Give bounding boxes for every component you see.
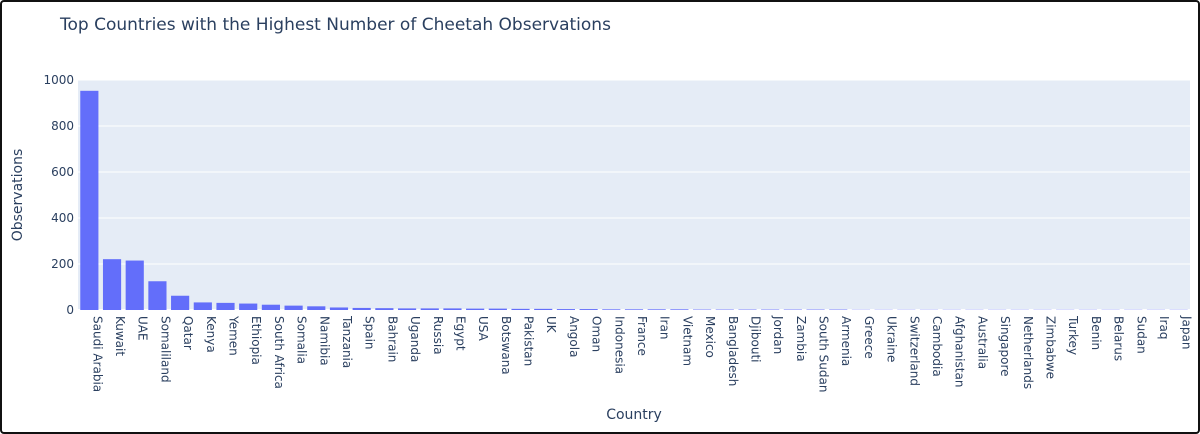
x-tick-label: Egypt [453, 316, 467, 351]
bar[interactable] [148, 281, 167, 310]
x-tick-label: Namibia [317, 316, 331, 366]
bar[interactable] [511, 308, 530, 310]
bar[interactable] [443, 308, 462, 310]
x-tick-label: Yemen [227, 315, 241, 356]
x-tick-label: Afghanistan [953, 316, 967, 387]
bar[interactable] [624, 309, 644, 310]
x-tick-label: Japan [1180, 315, 1194, 349]
bar[interactable] [420, 308, 439, 310]
bar[interactable] [80, 90, 99, 310]
x-tick-label: Cambodia [930, 316, 944, 377]
x-axis-ticks: Saudi Arabia Kuwait UAE Somaliland Qatar Keny… [90, 315, 1193, 393]
x-tick-label: Vietnam [680, 316, 694, 366]
bar[interactable] [307, 306, 326, 310]
y-axis-title: Observations [10, 149, 26, 242]
bar[interactable] [171, 295, 190, 310]
y-tick-label: 200 [51, 257, 74, 271]
y-tick-label: 600 [51, 165, 74, 179]
chart-title: Top Countries with the Highest Number of… [59, 15, 611, 35]
x-tick-label: Iran [658, 316, 672, 339]
bar[interactable] [556, 309, 575, 310]
y-tick-label: 400 [51, 211, 74, 225]
x-tick-label: Zimbabwe [1043, 316, 1057, 379]
x-tick-label: Ethiopia [249, 316, 263, 365]
bar[interactable] [602, 309, 621, 310]
x-tick-label: Turkey [1066, 315, 1080, 355]
x-tick-label: Somaliland [158, 316, 172, 383]
x-tick-label: France [635, 316, 649, 356]
x-tick-label: Iraq [1157, 316, 1171, 339]
x-tick-label: Oman [590, 316, 604, 352]
x-tick-label: Saudi Arabia [90, 316, 104, 392]
y-tick-label: 800 [51, 119, 74, 133]
y-tick-label: 1000 [43, 73, 74, 87]
x-tick-label: Switzerland [907, 316, 921, 386]
x-tick-label: Zambia [794, 316, 808, 362]
x-tick-label: Sudan [1134, 316, 1148, 354]
x-tick-label: Bangladesh [726, 316, 740, 386]
x-tick-label: Russia [431, 316, 445, 355]
x-tick-label: Ukraine [885, 316, 899, 362]
x-tick-label: Tanzania [340, 315, 354, 368]
x-tick-label: South Sudan [817, 316, 831, 393]
y-axis-ticks: 0 200 400 600 800 1000 [43, 73, 74, 317]
bar[interactable] [579, 309, 598, 310]
x-tick-label: Uganda [408, 316, 422, 362]
bar[interactable] [647, 309, 666, 310]
x-tick-label: USA [476, 316, 490, 342]
bar[interactable] [239, 303, 258, 310]
bar[interactable] [284, 305, 303, 310]
bar[interactable] [534, 308, 553, 310]
x-tick-label: UK [544, 316, 558, 334]
bar[interactable] [488, 308, 507, 310]
x-tick-label: Benin [1089, 316, 1103, 350]
x-tick-label: Djibouti [748, 316, 762, 363]
bar[interactable] [397, 308, 417, 310]
x-tick-label: Kenya [204, 316, 218, 353]
x-tick-label: Botswana [499, 316, 513, 375]
x-tick-label: Bahrain [385, 316, 399, 362]
x-tick-label: Somalia [295, 316, 309, 364]
x-tick-label: UAE [136, 316, 150, 341]
bar[interactable] [670, 309, 689, 310]
bar[interactable] [375, 308, 394, 310]
x-tick-label: Singapore [998, 316, 1012, 377]
x-tick-label: Armenia [839, 316, 853, 366]
bar[interactable] [216, 302, 235, 310]
x-tick-label: Angola [567, 316, 581, 357]
bar[interactable] [125, 260, 144, 310]
x-tick-label: Greece [862, 316, 876, 359]
bar[interactable] [102, 259, 122, 310]
bar[interactable] [352, 307, 371, 310]
x-tick-label: Netherlands [1021, 316, 1035, 389]
bar[interactable] [193, 302, 212, 310]
x-tick-label: Australia [975, 316, 989, 369]
x-tick-label: Qatar [181, 316, 195, 350]
bar[interactable] [329, 307, 349, 310]
plot-area [78, 80, 1190, 310]
bars [80, 90, 1188, 310]
x-tick-label: Kuwait [113, 316, 127, 356]
x-tick-label: Spain [363, 316, 377, 350]
x-tick-label: Pakistan [522, 316, 536, 366]
x-tick-label: Indonesia [612, 316, 626, 374]
bar[interactable] [466, 308, 485, 310]
x-tick-label: Mexico [703, 316, 717, 358]
x-tick-label: Belarus [1112, 316, 1126, 361]
x-tick-label: Jordan [771, 315, 785, 354]
x-axis-title: Country [606, 407, 662, 423]
x-tick-label: South Africa [272, 316, 286, 389]
y-tick-label: 0 [66, 303, 74, 317]
bar[interactable] [261, 304, 280, 310]
